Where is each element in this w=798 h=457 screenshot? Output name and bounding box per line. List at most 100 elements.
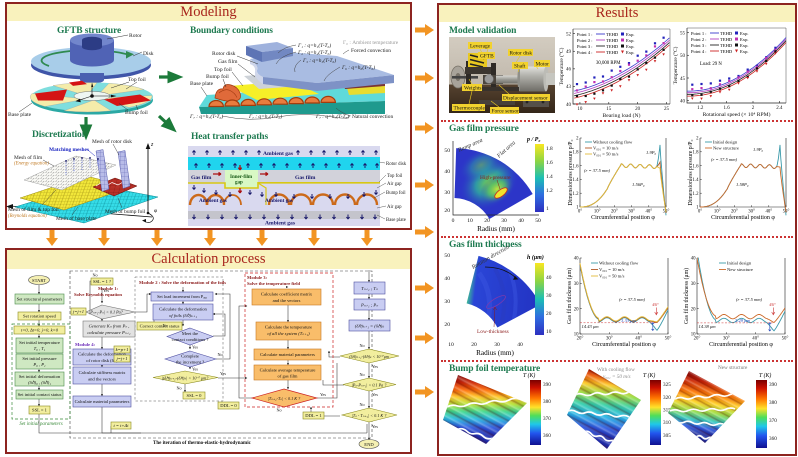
svg-text:1.2: 1.2 (546, 188, 553, 194)
svg-text:Initial design: Initial design (727, 261, 752, 266)
svg-text:325: 325 (663, 382, 671, 388)
svg-text:TEHD: TEHD (606, 44, 619, 49)
svg-text:1.2: 1.2 (573, 192, 580, 197)
svg-text:Dimensionless pressure p/P₀: Dimensionless pressure p/P₀ (568, 139, 574, 205)
svg-text:390: 390 (543, 382, 551, 388)
svg-text:(δℎ)ₖ₊₁-(δℎ)ₖ < 10⁻⁷μm: (δℎ)ₖ₊₁-(δℎ)ₖ < 10⁻⁷μm (349, 354, 389, 359)
svg-text:t=0, Δt=0, j=0, k=0: t=0, Δt=0, j=0, k=0 (21, 328, 59, 334)
svg-text:30: 30 (444, 190, 450, 196)
svg-text:GFTB: GFTB (480, 54, 494, 60)
svg-text:Without cooling flow: Without cooling flow (593, 140, 633, 145)
svg-text:370: 370 (543, 416, 551, 422)
svg-text:No: No (176, 386, 181, 391)
svg-text:30: 30 (691, 282, 696, 287)
svg-text:40: 40 (691, 257, 696, 262)
svg-text:10: 10 (574, 333, 579, 338)
svg-text:φ: φ (154, 208, 157, 214)
svg-text:|(δℎ)ₖ₊₁-(δℎ)ₖ| < 10⁻⁷ μm?: |(δℎ)ₖ₊₁-(δℎ)ₖ| < 10⁻⁷ μm? (162, 376, 210, 381)
svg-text:(Reynolds equation): (Reynolds equation) (8, 214, 47, 219)
svg-text:Rotational speed (× 10⁴ RPM): Rotational speed (× 10⁴ RPM) (703, 111, 771, 118)
svg-text:Calculate material parameters: Calculate material parameters (260, 352, 315, 357)
svg-text:contact conditions ?: contact conditions ? (172, 337, 209, 342)
svg-text:20: 20 (691, 307, 696, 312)
svg-text:Base plate: Base plate (386, 218, 406, 223)
svg-text:40: 40 (444, 276, 450, 282)
svg-text:Rotor disk: Rotor disk (386, 162, 407, 167)
svg-text:(r = 37.5 mm): (r = 37.5 mm) (619, 297, 646, 302)
svg-text:Generate Kₙ from Pₙ ,: Generate Kₙ from Pₙ , (89, 324, 130, 330)
svg-text:Set load increment from Pₐₓₐ: Set load increment from Pₐₓₐ (157, 294, 208, 299)
svg-text:49: 49 (566, 50, 572, 55)
svg-text:Point 1 :: Point 1 : (691, 31, 707, 36)
svg-text:Tₙ₊₁ ; Tₙ: Tₙ₊₁ ; Tₙ (361, 286, 378, 291)
svg-text:Set structural parameters: Set structural parameters (17, 297, 63, 302)
svg-text:1: 1 (546, 206, 549, 212)
svg-text:Yes: Yes (220, 371, 226, 376)
svg-text:(δℎ)₀ , (δℎ)₁: (δℎ)₀ , (δℎ)₁ (28, 380, 51, 386)
svg-text:Bearing load (N): Bearing load (N) (603, 112, 641, 119)
svg-text:10: 10 (546, 329, 552, 335)
svg-text:Correct contact status: Correct contact status (140, 324, 180, 329)
svg-text:v₀₀₁ = 50 m/s: v₀₀₁ = 50 m/s (603, 374, 631, 380)
svg-text:40°: 40° (635, 337, 642, 342)
svg-text:Γ₂ : q=h₂(T-T₀): Γ₂ : q=h₂(T-T₀) (297, 49, 331, 56)
svg-text:Circumferential position φ: Circumferential position φ (591, 214, 655, 221)
svg-text:T (K): T (K) (759, 372, 771, 379)
svg-text:20: 20 (444, 322, 450, 328)
svg-text:Point 4 :: Point 4 : (577, 50, 593, 55)
svg-text:20: 20 (444, 208, 450, 214)
svg-text:Ambient gas: Ambient gas (199, 198, 227, 204)
svg-text:(r = 37.5 mm): (r = 37.5 mm) (736, 297, 763, 302)
svg-text:Shaft: Shaft (514, 63, 526, 70)
svg-text:2.4: 2.4 (776, 106, 783, 111)
svg-text:14.43 μm: 14.43 μm (582, 324, 600, 329)
svg-text:Complete: Complete (181, 354, 199, 359)
svg-text:30°: 30° (748, 210, 755, 215)
svg-text:Exp.: Exp. (626, 38, 635, 43)
svg-text:Calculate stiffness matrix: Calculate stiffness matrix (79, 370, 127, 375)
svg-text:Mesh of film: Mesh of film (14, 154, 43, 161)
svg-text:50: 50 (444, 148, 450, 154)
svg-text:30: 30 (501, 218, 507, 224)
svg-text:1.2: 1.2 (697, 106, 704, 111)
svg-text:Set initial parameters: Set initial parameters (19, 422, 62, 427)
svg-text:1.6: 1.6 (573, 164, 580, 169)
svg-text:TEHD: TEHD (606, 50, 619, 55)
svg-text:Circumferential position φ: Circumferential position φ (592, 341, 656, 348)
svg-text:2: 2 (752, 106, 755, 111)
svg-text:SSL = 1 ?: SSL = 1 ? (93, 279, 111, 284)
svg-text:High-pressure: High-pressure (480, 175, 511, 181)
svg-text:Gas film: Gas film (218, 58, 238, 65)
svg-text:40: 40 (574, 257, 579, 262)
svg-text:of gas film: of gas film (278, 374, 298, 379)
svg-text:Exp.: Exp. (740, 37, 749, 42)
svg-text:40: 40 (680, 100, 686, 105)
svg-text:Set initial temperature: Set initial temperature (19, 340, 60, 345)
svg-text:|Pₙ₊₁-Pₙ| < 0.1 Pa?: |Pₙ₊₁-Pₙ| < 0.1 Pa? (89, 310, 124, 315)
svg-text:|Tₙ - Tₙ₊₁| < 0.1 K ?: |Tₙ - Tₙ₊₁| < 0.1 K ? (352, 413, 387, 418)
svg-text:Point 1 :: Point 1 : (577, 32, 593, 37)
svg-text:No: No (359, 372, 364, 377)
svg-text:gap: gap (235, 181, 243, 186)
svg-text:of foils (δℎ)ₖ₊₁: of foils (δℎ)ₖ₊₁ (169, 313, 197, 318)
svg-text:20: 20 (574, 307, 579, 312)
svg-text:Point 2 :: Point 2 : (577, 38, 593, 43)
svg-text:Base plate: Base plate (8, 112, 32, 118)
svg-text:Exp.: Exp. (740, 43, 749, 48)
svg-text:Γ₀ : Ambient temperature: Γ₀ : Ambient temperature (343, 40, 399, 46)
svg-text:Temperature (°C): Temperature (°C) (558, 47, 565, 85)
svg-text:Ambient gas: Ambient gas (265, 198, 293, 204)
svg-text:Yes: Yes (372, 392, 378, 397)
svg-text:Set initial deformation: Set initial deformation (19, 374, 61, 379)
svg-text:1.2: 1.2 (693, 192, 700, 197)
svg-text:40°: 40° (645, 210, 652, 215)
svg-text:No: No (92, 273, 97, 278)
svg-text:Solve the temperature field: Solve the temperature field (247, 281, 301, 286)
svg-text:Leverage: Leverage (470, 44, 491, 50)
svg-text:20: 20 (635, 107, 641, 112)
svg-text:30: 30 (494, 342, 500, 348)
svg-text:20°: 20° (694, 337, 701, 342)
svg-text:Mesh of bump foil: Mesh of bump foil (105, 208, 146, 215)
svg-text:Air gap: Air gap (387, 182, 402, 187)
svg-text:Ambient gas: Ambient gas (265, 221, 296, 227)
